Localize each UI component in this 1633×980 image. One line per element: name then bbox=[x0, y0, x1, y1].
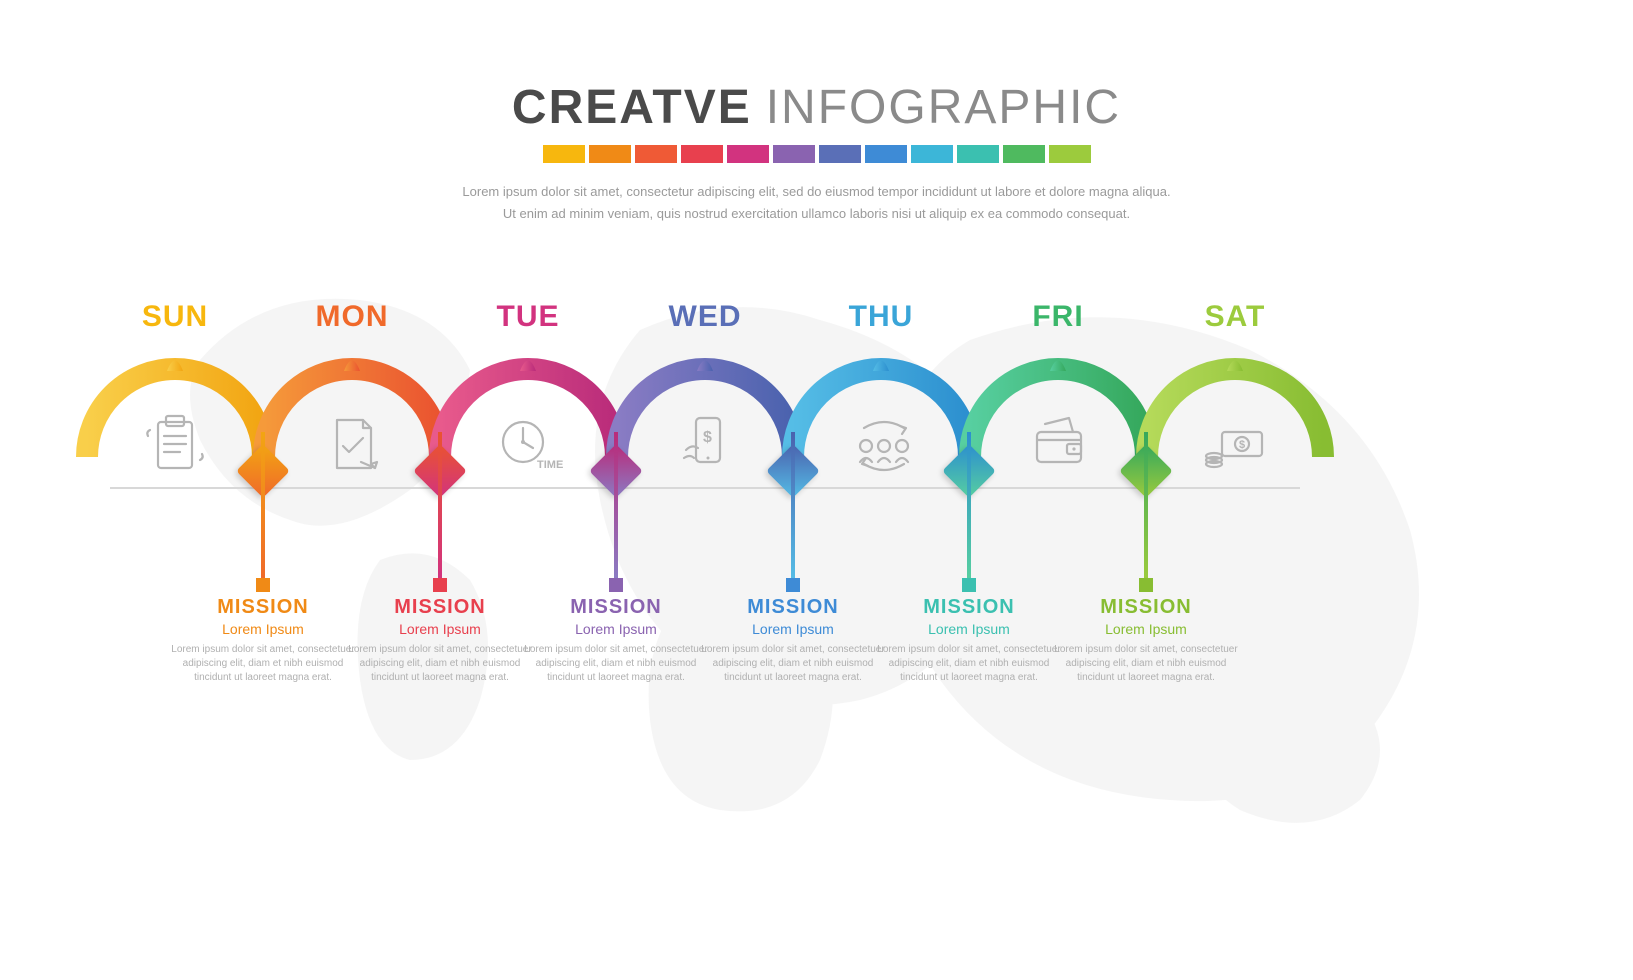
baseline bbox=[110, 487, 1300, 489]
connector-end bbox=[962, 578, 976, 592]
money-icon: $ bbox=[1200, 410, 1270, 480]
palette-swatch bbox=[1003, 145, 1045, 163]
mission-block: MISSION Lorem Ipsum Lorem ipsum dolor si… bbox=[340, 596, 540, 685]
palette-swatch bbox=[911, 145, 953, 163]
clock-time-icon: TIME bbox=[493, 410, 563, 480]
mission-block: MISSION Lorem Ipsum Lorem ipsum dolor si… bbox=[869, 596, 1069, 685]
mission-block: MISSION Lorem Ipsum Lorem ipsum dolor si… bbox=[163, 596, 363, 685]
mission-title: MISSION bbox=[516, 596, 716, 619]
svg-text:TIME: TIME bbox=[537, 459, 563, 471]
wallet-icon bbox=[1023, 410, 1093, 480]
mission-subtitle: Lorem Ipsum bbox=[693, 621, 893, 637]
palette-swatch bbox=[543, 145, 585, 163]
connector-stem bbox=[1144, 432, 1148, 580]
palette-swatch bbox=[819, 145, 861, 163]
mission-subtitle: Lorem Ipsum bbox=[1046, 621, 1246, 637]
phone-dollar-icon: $ bbox=[670, 410, 740, 480]
mission-subtitle: Lorem Ipsum bbox=[340, 621, 540, 637]
subtitle: Lorem ipsum dolor sit amet, consectetur … bbox=[0, 181, 1633, 225]
palette-swatch bbox=[589, 145, 631, 163]
team-cycle-icon bbox=[846, 410, 916, 480]
mission-block: MISSION Lorem Ipsum Lorem ipsum dolor si… bbox=[1046, 596, 1246, 685]
connector-stem bbox=[261, 432, 265, 580]
day-label-fri: FRI bbox=[1032, 300, 1083, 334]
connector-stem bbox=[614, 432, 618, 580]
document-check-icon bbox=[317, 410, 387, 480]
mission-body: Lorem ipsum dolor sit amet, consectetuer… bbox=[163, 643, 363, 685]
clipboard-icon bbox=[140, 410, 210, 480]
palette-swatch bbox=[635, 145, 677, 163]
palette-swatch bbox=[773, 145, 815, 163]
svg-text:$: $ bbox=[1239, 439, 1245, 451]
mission-title: MISSION bbox=[340, 596, 540, 619]
svg-text:$: $ bbox=[703, 429, 712, 446]
title-thin: INFOGRAPHIC bbox=[766, 81, 1121, 134]
mission-subtitle: Lorem Ipsum bbox=[516, 621, 716, 637]
palette-swatch bbox=[865, 145, 907, 163]
page-title: CREATVE INFOGRAPHIC bbox=[0, 80, 1633, 135]
mission-body: Lorem ipsum dolor sit amet, consectetuer… bbox=[516, 643, 716, 685]
connector-end bbox=[609, 578, 623, 592]
day-label-mon: MON bbox=[316, 300, 389, 334]
mission-body: Lorem ipsum dolor sit amet, consectetuer… bbox=[869, 643, 1069, 685]
connector-end bbox=[256, 578, 270, 592]
palette-swatch bbox=[1049, 145, 1091, 163]
day-label-sat: SAT bbox=[1205, 300, 1266, 334]
connector-stem bbox=[791, 432, 795, 580]
subtitle-line-1: Lorem ipsum dolor sit amet, consectetur … bbox=[0, 181, 1633, 203]
mission-body: Lorem ipsum dolor sit amet, consectetuer… bbox=[340, 643, 540, 685]
mission-body: Lorem ipsum dolor sit amet, consectetuer… bbox=[693, 643, 893, 685]
mission-block: MISSION Lorem Ipsum Lorem ipsum dolor si… bbox=[693, 596, 893, 685]
color-palette bbox=[0, 145, 1633, 163]
palette-swatch bbox=[727, 145, 769, 163]
arc-row bbox=[0, 352, 1633, 502]
day-label-wed: WED bbox=[669, 300, 742, 334]
day-label-sun: SUN bbox=[142, 300, 208, 334]
connector-end bbox=[786, 578, 800, 592]
mission-body: Lorem ipsum dolor sit amet, consectetuer… bbox=[1046, 643, 1246, 685]
mission-title: MISSION bbox=[1046, 596, 1246, 619]
connector-end bbox=[433, 578, 447, 592]
title-bold: CREATVE bbox=[512, 81, 752, 134]
subtitle-line-2: Ut enim ad minim veniam, quis nostrud ex… bbox=[0, 203, 1633, 225]
connector-end bbox=[1139, 578, 1153, 592]
mission-title: MISSION bbox=[163, 596, 363, 619]
palette-swatch bbox=[957, 145, 999, 163]
mission-title: MISSION bbox=[693, 596, 893, 619]
palette-swatch bbox=[681, 145, 723, 163]
connector-stem bbox=[967, 432, 971, 580]
mission-title: MISSION bbox=[869, 596, 1069, 619]
header: CREATVE INFOGRAPHIC Lorem ipsum dolor sit… bbox=[0, 0, 1633, 225]
mission-block: MISSION Lorem Ipsum Lorem ipsum dolor si… bbox=[516, 596, 716, 685]
mission-subtitle: Lorem Ipsum bbox=[163, 621, 363, 637]
day-label-thu: THU bbox=[849, 300, 914, 334]
mission-subtitle: Lorem Ipsum bbox=[869, 621, 1069, 637]
connector-stem bbox=[438, 432, 442, 580]
day-label-tue: TUE bbox=[497, 300, 560, 334]
